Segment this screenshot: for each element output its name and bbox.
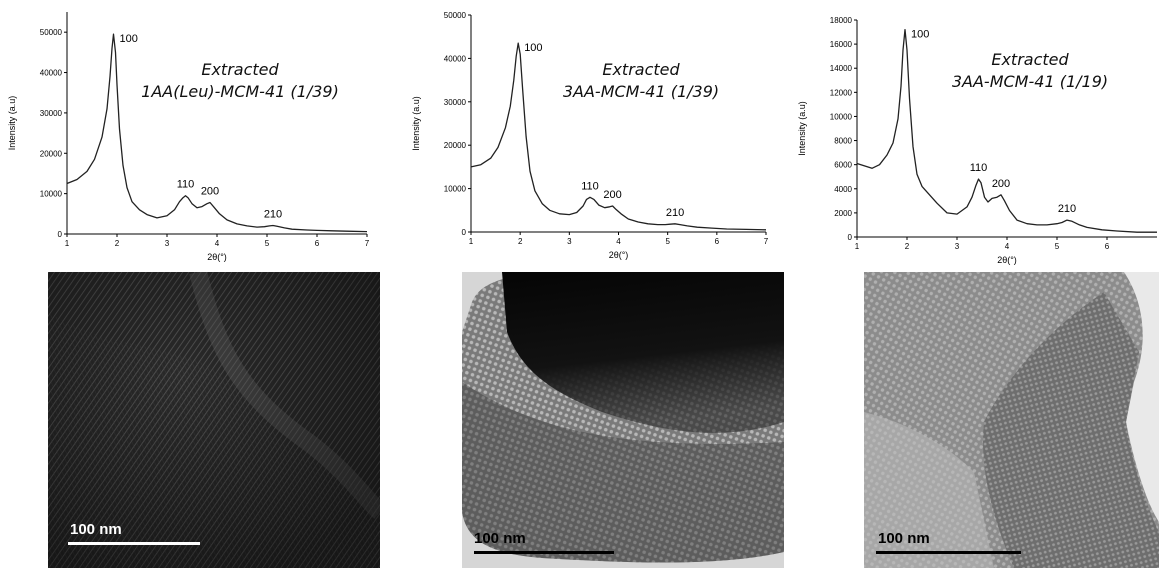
x-tick-label: 6 <box>715 237 720 246</box>
chart-subtitle: 3AA-MCM-41 (1/39) <box>563 82 719 101</box>
x-tick-label: 5 <box>1055 242 1060 251</box>
xrd-chart-2: 0 10000 20000 30000 40000 50000 1 2 3 4 5 6 7 2θ(°) In… <box>403 0 783 275</box>
x-axis-label: 2θ(°) <box>207 252 227 262</box>
x-axis-label: 2θ(°) <box>997 255 1017 265</box>
x-tick-label: 3 <box>567 237 572 246</box>
peak-label: 210 <box>666 207 684 219</box>
chart-title: Extracted <box>602 60 680 79</box>
xrd-chart-1: 0 10000 20000 30000 40000 50000 1 2 3 4 5 6 7 2θ(°) In… <box>0 0 380 275</box>
x-tick-label: 2 <box>518 237 523 246</box>
y-tick-label: 0 <box>848 233 853 242</box>
x-tick-label: 2 <box>905 242 910 251</box>
x-tick-label: 5 <box>265 239 270 248</box>
scale-bar-2 <box>474 551 614 554</box>
xrd-chart-3: 0 2000 4000 6000 8000 10000 12000 14000 16000 180… <box>797 0 1159 275</box>
y-axis-label: Intensity (a.u) <box>7 96 17 151</box>
y-tick-label: 8000 <box>834 137 852 146</box>
chart-title: Extracted <box>991 50 1069 69</box>
peak-label: 100 <box>120 33 138 45</box>
y-axis-label: Intensity (a.u) <box>797 101 807 156</box>
y-tick-label: 10000 <box>40 190 63 199</box>
peak-label: 110 <box>177 179 195 191</box>
peak-label: 200 <box>603 189 621 201</box>
x-tick-label: 4 <box>616 237 621 246</box>
y-tick-label: 30000 <box>40 109 63 118</box>
xrd-series-line <box>856 28 1157 233</box>
peak-label: 210 <box>1058 203 1076 215</box>
y-tick-label: 2000 <box>834 209 852 218</box>
tem-image-1: 100 nm <box>48 272 380 568</box>
xrd-series-line <box>66 33 368 233</box>
y-tick-label: 14000 <box>830 64 853 73</box>
chart-subtitle: 3AA-MCM-41 (1/19) <box>952 72 1108 91</box>
xrd-chart-3-svg: 0 2000 4000 6000 8000 10000 12000 14000 16000 180… <box>797 16 1157 265</box>
y-axis-label: Intensity (a.u) <box>411 96 421 151</box>
scale-bar-label-3: 100 nm <box>878 530 930 547</box>
scale-bar-label-2: 100 nm <box>474 530 526 547</box>
x-tick-label: 3 <box>955 242 960 251</box>
peak-label: 200 <box>992 178 1010 190</box>
y-tick-label: 0 <box>462 228 467 237</box>
tem-image-3: 100 nm <box>864 272 1159 568</box>
scale-bar-label-1: 100 nm <box>70 521 122 538</box>
y-tick-label: 50000 <box>40 28 63 37</box>
x-tick-label: 6 <box>315 239 320 248</box>
x-tick-label: 7 <box>764 237 769 246</box>
x-tick-label: 2 <box>115 239 120 248</box>
y-tick-label: 20000 <box>40 149 63 158</box>
peak-label: 110 <box>581 180 599 192</box>
y-tick-label: 10000 <box>444 185 467 194</box>
x-tick-label: 1 <box>469 237 474 246</box>
tem-lattice-pattern-3 <box>864 272 1159 568</box>
y-tick-label: 30000 <box>444 98 467 107</box>
peak-label: 110 <box>970 162 988 174</box>
x-tick-label: 3 <box>165 239 170 248</box>
x-tick-label: 1 <box>855 242 860 251</box>
peak-label: 210 <box>264 209 282 221</box>
x-tick-label: 1 <box>65 239 70 248</box>
peak-label: 100 <box>911 29 929 41</box>
y-tick-label: 16000 <box>830 40 853 49</box>
x-tick-label: 5 <box>665 237 670 246</box>
xrd-series-line <box>470 42 767 231</box>
y-tick-label: 10000 <box>830 112 853 121</box>
x-tick-label: 4 <box>215 239 220 248</box>
x-axis-label: 2θ(°) <box>609 250 629 260</box>
y-tick-label: 4000 <box>834 185 852 194</box>
tem-image-2: 100 nm <box>462 272 784 568</box>
y-tick-label: 12000 <box>830 88 853 97</box>
peak-label: 200 <box>201 186 219 198</box>
xrd-chart-1-svg: 0 10000 20000 30000 40000 50000 1 2 3 4 5 6 7 2θ(°) In… <box>7 12 370 262</box>
peak-label: 100 <box>524 42 542 54</box>
y-tick-label: 40000 <box>40 69 63 78</box>
x-tick-label: 7 <box>365 239 370 248</box>
x-tick-label: 4 <box>1005 242 1010 251</box>
tem-lattice-pattern-1 <box>48 272 380 568</box>
y-tick-label: 50000 <box>444 11 467 20</box>
y-tick-label: 6000 <box>834 161 852 170</box>
y-tick-label: 40000 <box>444 54 467 63</box>
y-tick-label: 0 <box>58 230 63 239</box>
x-tick-label: 6 <box>1105 242 1110 251</box>
tem-lattice-pattern-2 <box>462 272 784 568</box>
chart-subtitle: 1AA(Leu)-MCM-41 (1/39) <box>141 82 339 101</box>
xrd-chart-2-svg: 0 10000 20000 30000 40000 50000 1 2 3 4 5 6 7 2θ(°) In… <box>411 11 769 260</box>
chart-title: Extracted <box>201 60 279 79</box>
scale-bar-1 <box>68 542 200 545</box>
scale-bar-3 <box>876 551 1021 554</box>
y-tick-label: 20000 <box>444 141 467 150</box>
y-tick-label: 18000 <box>830 16 853 25</box>
